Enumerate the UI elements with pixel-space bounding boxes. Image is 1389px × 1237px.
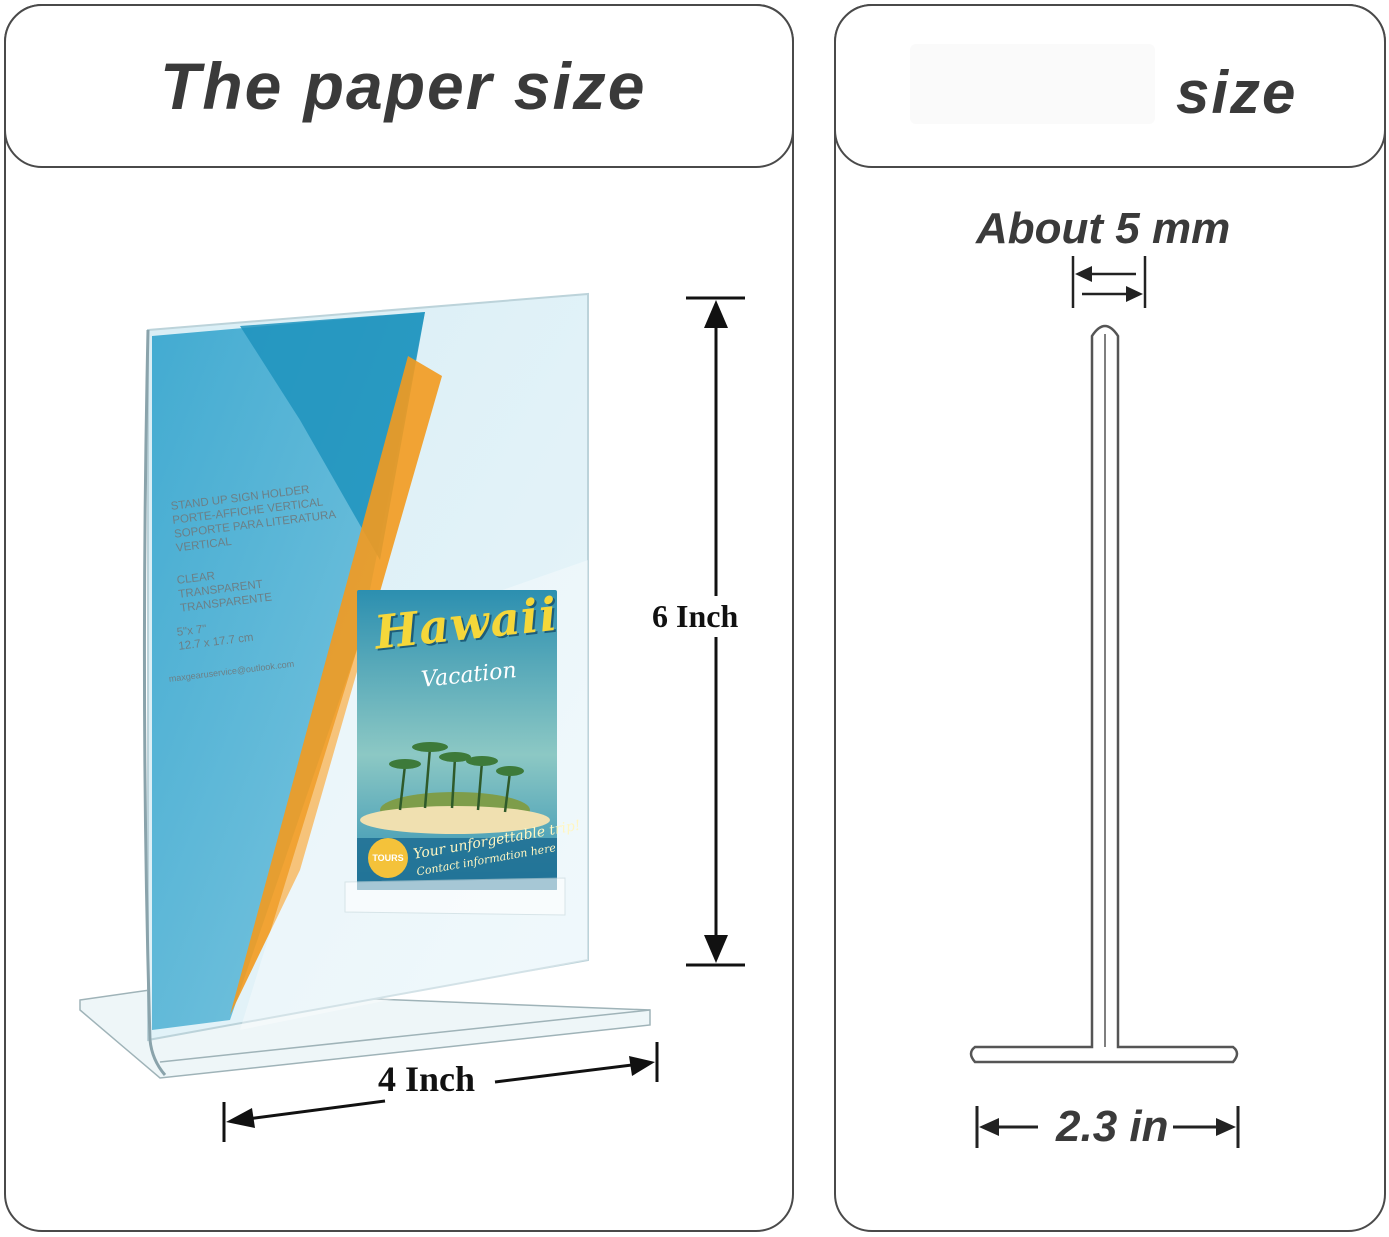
- left-panel-title: The paper size: [160, 49, 647, 123]
- right-panel: [834, 4, 1386, 1232]
- thickness-label: About 5 mm: [976, 204, 1231, 253]
- right-panel-title: size: [1176, 59, 1298, 126]
- height-label: 6 Inch: [646, 596, 745, 637]
- width-label: 4 Inch: [378, 1059, 476, 1099]
- width-dimension-line: [222, 1042, 659, 1142]
- poster-badge: TOURS: [368, 838, 408, 878]
- left-header-bar: [4, 4, 794, 168]
- erased-title-area: [910, 44, 1155, 124]
- hawaii-poster: [344, 590, 566, 916]
- thickness-dimension-line: [1071, 256, 1147, 308]
- base-width-label: 2.3 in: [1052, 1102, 1173, 1152]
- profile-cross-section: [969, 324, 1239, 1064]
- base-dimension-line: [975, 1106, 1240, 1148]
